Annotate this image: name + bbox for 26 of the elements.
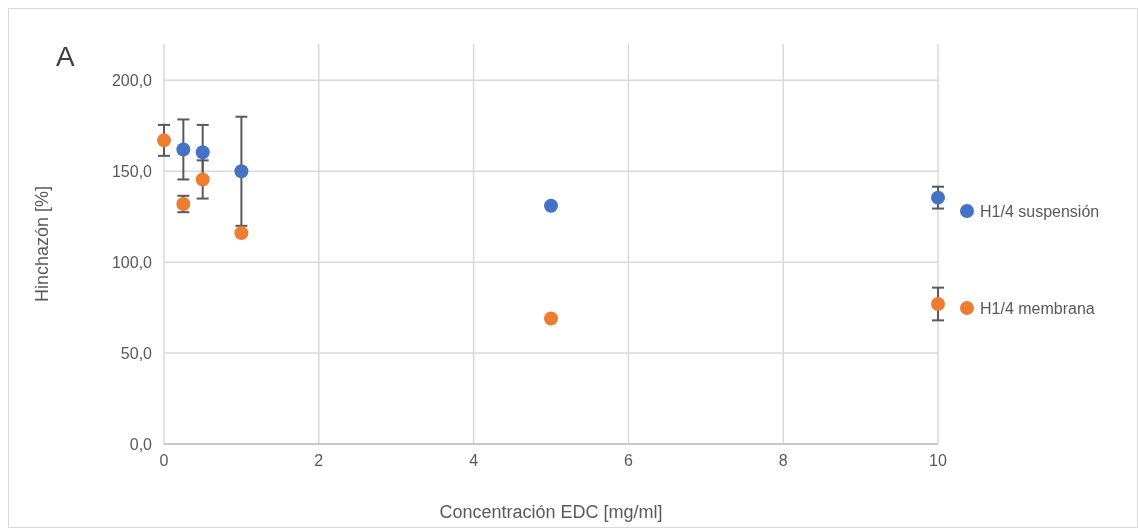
x-tick-label: 6 [623,452,633,469]
x-tick-label: 4 [469,452,479,469]
x-tick-label: 0 [159,452,169,469]
text: A [56,41,75,72]
y-axis-title: Hinchazón [%] [32,185,52,303]
point [931,297,945,311]
legend-label: H1/4 suspensión [980,203,1100,220]
x-tick-label: 8 [778,452,788,469]
point [234,164,249,179]
x-axis-title: Concentración EDC [mg/ml] [439,502,663,522]
point [176,142,191,157]
point [195,172,210,187]
point [544,311,558,326]
x-tick-label: 10 [929,452,947,469]
y-tick-label: 0,0 [129,436,153,453]
point [157,133,171,148]
legend-label: H1/4 membrana [980,300,1095,317]
point [931,190,945,205]
point [195,145,210,160]
point [544,198,558,213]
y-tick-label: 100,0 [111,254,153,272]
y-tick-label: 50,0 [120,345,153,363]
y-tick-label: 200,0 [111,72,153,90]
y-tick-label: 150,0 [111,163,153,181]
point [234,226,249,241]
x-tick-label: 2 [314,452,324,469]
